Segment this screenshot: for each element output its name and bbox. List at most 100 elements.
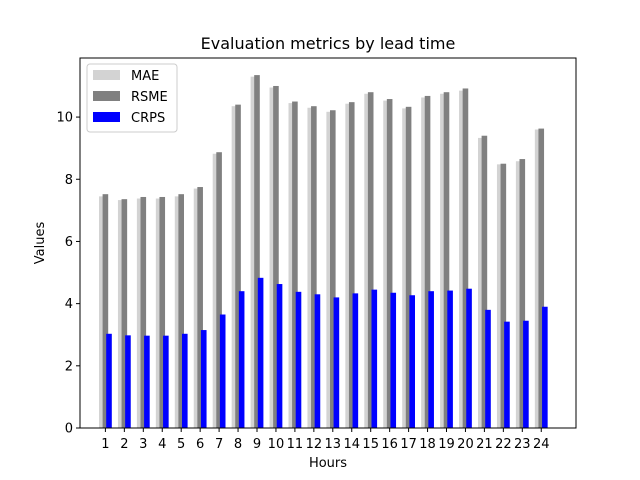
y-tick-label: 2 — [65, 359, 73, 374]
bar-rsme-24 — [538, 128, 545, 428]
x-tick-label: 15 — [362, 437, 379, 452]
bar-rsme-9 — [254, 75, 260, 428]
bar-mae-2 — [117, 200, 124, 428]
bar-rsme-16 — [386, 99, 393, 428]
bar-mae-20 — [459, 90, 465, 429]
x-tick-label: 2 — [120, 437, 128, 452]
bar-mae-1 — [99, 196, 105, 428]
x-tick-label: 18 — [419, 437, 436, 452]
y-tick-label: 10 — [56, 111, 73, 126]
bar-crps-6 — [200, 330, 207, 428]
y-axis: 0 2 4 6 8 10 — [56, 111, 80, 437]
x-tick-label: 20 — [457, 437, 474, 452]
bar-rsme-19 — [443, 92, 450, 428]
bar-crps-8 — [238, 291, 245, 428]
bar-mae-21 — [478, 137, 484, 428]
x-axis: 1 2 3 4 5 6 7 8 9 10 11 12 13 14 15 16 17 18 19 20 21 22 23 24 — [101, 428, 550, 452]
legend-swatch-crps — [93, 112, 120, 122]
bar-mae-14 — [345, 103, 351, 429]
bar-crps-1 — [106, 333, 112, 428]
x-tick-label: 22 — [495, 437, 512, 452]
bar-rsme-23 — [519, 159, 526, 429]
bar-mae-15 — [364, 93, 370, 428]
bar-mae-3 — [136, 198, 143, 428]
bar-rsme-15 — [367, 92, 374, 428]
x-tick-label: 9 — [253, 437, 261, 452]
bar-crps-22 — [504, 321, 510, 428]
bar-crps-2 — [125, 335, 131, 428]
x-tick-label: 16 — [381, 437, 398, 452]
bar-crps-9 — [257, 277, 264, 428]
bar-crps-17 — [409, 295, 415, 428]
bar-mae-4 — [155, 198, 162, 428]
bar-rsme-14 — [348, 102, 355, 429]
y-tick-label: 6 — [65, 235, 73, 250]
legend: MAE RSME CRPS — [86, 63, 178, 133]
bar-crps-18 — [428, 291, 434, 428]
bar-rsme-5 — [178, 194, 184, 428]
x-tick-label: 8 — [234, 437, 242, 452]
bar-crps-23 — [523, 320, 529, 428]
x-tick-label: 24 — [533, 437, 550, 452]
chart-title: Evaluation metrics by lead time — [201, 34, 456, 53]
bar-crps-12 — [314, 294, 321, 428]
bar-rsme-1 — [102, 194, 109, 428]
y-axis-label: Values — [33, 222, 48, 265]
legend-swatch-rsme — [93, 91, 120, 101]
bar-crps-20 — [466, 288, 472, 428]
bar-crps-13 — [333, 297, 340, 428]
bar-crps-15 — [371, 289, 378, 428]
x-tick-label: 13 — [325, 437, 342, 452]
bar-mae-19 — [440, 93, 446, 428]
bar-rsme-3 — [140, 196, 147, 428]
bar-mae-6 — [193, 188, 200, 428]
x-tick-label: 11 — [287, 437, 304, 452]
x-axis-label: Hours — [309, 456, 347, 471]
bar-rsme-7 — [216, 152, 222, 428]
bar-crps-19 — [447, 290, 453, 428]
bar-rsme-22 — [500, 163, 507, 428]
bar-rsme-8 — [235, 104, 241, 428]
x-tick-label: 14 — [343, 437, 360, 452]
x-tick-label: 17 — [400, 437, 417, 452]
bar-mae-17 — [402, 108, 408, 429]
bar-crps-24 — [542, 306, 548, 428]
bar-crps-7 — [219, 314, 226, 428]
bar-rsme-11 — [292, 101, 298, 428]
bar-rsme-4 — [159, 196, 166, 428]
legend-label-rsme: RSME — [131, 90, 168, 105]
bar-mae-5 — [174, 196, 181, 428]
bar-mae-13 — [326, 111, 332, 428]
x-tick-label: 1 — [101, 437, 109, 452]
x-tick-label: 10 — [268, 437, 285, 452]
x-tick-label: 21 — [476, 437, 493, 452]
y-tick-label: 0 — [65, 422, 73, 437]
bar-rsme-6 — [197, 187, 203, 428]
bar-mae-16 — [383, 100, 389, 428]
bar-crps-10 — [276, 284, 283, 428]
bar-mae-9 — [250, 76, 257, 428]
bar-mae-23 — [515, 161, 522, 429]
bar-mae-22 — [496, 164, 503, 428]
bars-group — [99, 75, 548, 429]
x-tick-label: 4 — [158, 437, 166, 452]
x-tick-label: 5 — [177, 437, 185, 452]
plot-frame — [79, 57, 577, 429]
bar-mae-10 — [269, 87, 276, 428]
bar-crps-5 — [182, 333, 188, 428]
x-tick-label: 7 — [215, 437, 223, 452]
bar-mae-11 — [288, 103, 295, 428]
x-tick-label: 3 — [139, 437, 147, 452]
x-tick-label: 6 — [196, 437, 204, 452]
x-tick-label: 19 — [438, 437, 455, 452]
x-tick-label: 23 — [514, 437, 531, 452]
bar-mae-12 — [307, 107, 314, 428]
bar-mae-24 — [534, 129, 541, 428]
y-tick-label: 8 — [65, 173, 73, 188]
bar-rsme-21 — [481, 135, 488, 429]
legend-label-crps: CRPS — [131, 111, 165, 126]
bar-rsme-12 — [311, 106, 317, 428]
bar-mae-7 — [212, 153, 219, 428]
bar-crps-16 — [390, 292, 397, 428]
